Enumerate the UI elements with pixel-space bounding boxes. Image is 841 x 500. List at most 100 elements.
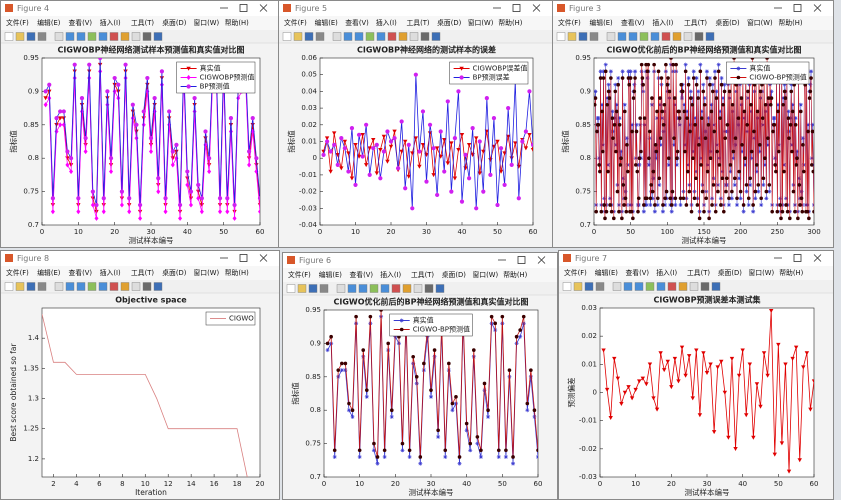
menu-item[interactable]: 查看(V) [626,268,650,277]
menu-item[interactable]: 帮助(H) [503,270,527,279]
toolbar-button[interactable] [54,282,64,291]
menu-item[interactable]: 插入(I) [100,268,121,277]
menu-item[interactable]: 文件(F) [288,270,311,279]
menu-item[interactable]: 插入(I) [380,270,401,279]
toolbar-button[interactable] [98,32,108,41]
menu-item[interactable]: 编辑(E) [315,18,339,27]
menu-item[interactable]: 帮助(H) [225,268,249,277]
menu-item[interactable]: 工具(T) [687,269,710,277]
menu-item[interactable]: 工具(T) [131,19,154,27]
menu-item[interactable]: 查看(V) [69,18,93,27]
menu-item[interactable]: 帮助(H) [225,18,249,27]
menu-item[interactable]: 帮助(H) [498,18,522,27]
toolbar-button[interactable] [120,282,130,291]
menu-item[interactable]: 插入(I) [376,18,397,27]
toolbar-button[interactable] [661,32,671,41]
toolbar-button[interactable] [705,32,715,41]
toolbar-button[interactable] [409,32,419,41]
toolbar-button[interactable] [297,284,307,293]
toolbar-button[interactable] [286,284,296,293]
close-button[interactable] [259,254,268,262]
toolbar-button[interactable] [336,284,346,293]
toolbar-button[interactable] [435,284,445,293]
maximize-button[interactable] [793,4,802,12]
toolbar-button[interactable] [347,284,357,293]
toolbar-button[interactable] [689,282,699,291]
toolbar-button[interactable] [293,32,303,41]
menu-item[interactable]: 文件(F) [6,18,29,27]
toolbar-button[interactable] [376,32,386,41]
menu-item[interactable]: 查看(V) [345,18,369,27]
toolbar-button[interactable] [634,282,644,291]
toolbar-button[interactable] [54,32,64,41]
menu-item[interactable]: 查看(V) [350,270,374,279]
toolbar-button[interactable] [387,32,397,41]
toolbar-button[interactable] [65,282,75,291]
toolbar-button[interactable] [365,32,375,41]
toolbar-button[interactable] [645,282,655,291]
toolbar-button[interactable] [153,282,163,291]
menu-item[interactable]: 查看(V) [621,18,645,27]
menu-item[interactable]: 桌面(D) [162,18,186,27]
menu-item[interactable]: 插入(I) [100,18,121,27]
toolbar-button[interactable] [15,282,25,291]
toolbar-button[interactable] [87,282,97,291]
toolbar-button[interactable] [628,32,638,41]
toolbar-button[interactable] [606,32,616,41]
menu-item[interactable]: 桌面(D) [718,268,742,277]
toolbar-button[interactable] [711,282,721,291]
toolbar-button[interactable] [358,284,368,293]
menu-item[interactable]: 桌面(D) [162,268,186,277]
toolbar-button[interactable] [332,32,342,41]
toolbar-button[interactable] [589,32,599,41]
toolbar-button[interactable] [584,282,594,291]
menu-item[interactable]: 编辑(E) [37,268,61,277]
toolbar-button[interactable] [282,32,292,41]
menu-item[interactable]: 窗口(W) [194,18,220,27]
toolbar-button[interactable] [650,32,660,41]
menu-item[interactable]: 编辑(E) [319,270,343,279]
menu-item[interactable]: 编辑(E) [590,18,614,27]
close-button[interactable] [537,256,546,264]
menu-item[interactable]: 桌面(D) [437,18,461,27]
toolbar-button[interactable] [4,32,14,41]
toolbar-button[interactable] [573,282,583,291]
toolbar-button[interactable] [595,282,605,291]
toolbar-button[interactable] [639,32,649,41]
menu-item[interactable]: 工具(T) [131,269,154,277]
toolbar-button[interactable] [37,282,47,291]
menu-item[interactable]: 工具(T) [407,19,430,27]
menu-item[interactable]: 窗口(W) [194,268,220,277]
toolbar-button[interactable] [398,32,408,41]
toolbar-button[interactable] [153,32,163,41]
toolbar-button[interactable] [354,32,364,41]
toolbar-button[interactable] [694,32,704,41]
toolbar-button[interactable] [319,284,329,293]
toolbar-button[interactable] [109,282,119,291]
toolbar-button[interactable] [562,282,572,291]
menu-item[interactable]: 桌面(D) [442,270,466,279]
maximize-button[interactable] [239,254,248,262]
toolbar-button[interactable] [76,32,86,41]
menu-item[interactable]: 文件(F) [558,18,581,27]
toolbar-button[interactable] [391,284,401,293]
menu-item[interactable]: 窗口(W) [473,270,499,279]
toolbar-button[interactable] [672,32,682,41]
toolbar-button[interactable] [700,282,710,291]
toolbar-button[interactable] [98,282,108,291]
toolbar-button[interactable] [120,32,130,41]
menu-item[interactable]: 插入(I) [656,268,677,277]
toolbar-button[interactable] [15,32,25,41]
toolbar-button[interactable] [369,284,379,293]
toolbar-button[interactable] [413,284,423,293]
toolbar-button[interactable] [142,32,152,41]
toolbar-button[interactable] [420,32,430,41]
menu-item[interactable]: 文件(F) [284,18,307,27]
toolbar-button[interactable] [304,32,314,41]
toolbar-button[interactable] [87,32,97,41]
menu-item[interactable]: 文件(F) [6,268,29,277]
maximize-button[interactable] [512,4,521,12]
menu-item[interactable]: 窗口(W) [747,18,773,27]
menu-item[interactable]: 编辑(E) [37,18,61,27]
toolbar-button[interactable] [683,32,693,41]
